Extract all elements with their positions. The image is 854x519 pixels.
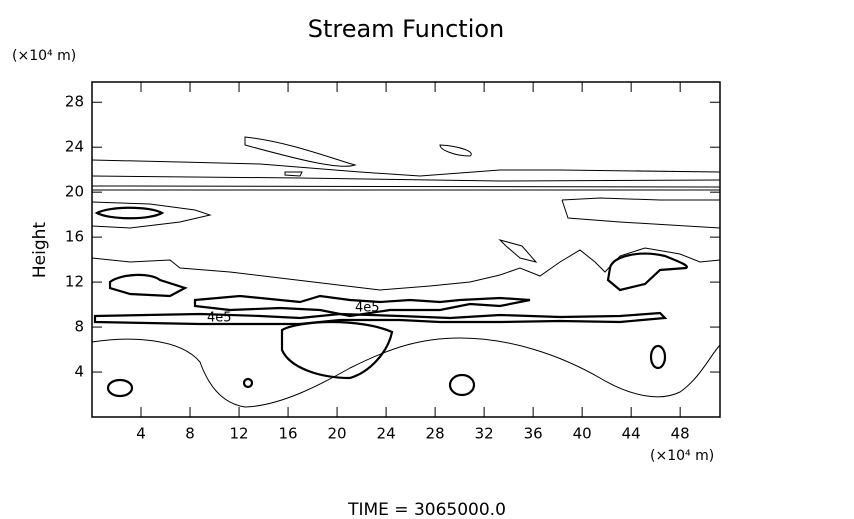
contour-line [91,247,721,291]
contour-line [93,311,668,326]
contour-line [244,136,538,263]
x-tick-label: 24 [377,425,396,443]
x-tick-label: 32 [475,425,494,443]
y-tick-label: 4 [74,363,84,381]
contour-line [106,344,667,398]
contour-line [91,159,721,191]
y-tick-label: 16 [65,228,84,246]
x-tick-label: 28 [426,425,445,443]
y-unit: (×10⁴ m) [12,48,76,64]
x-tick-label: 44 [622,425,641,443]
y-tick-label: 20 [65,183,84,201]
contour-line [561,197,721,229]
contour-line [91,201,212,229]
x-tick-label: 4 [136,425,146,443]
x-tick-label: 20 [328,425,347,443]
plot-frame [91,81,721,418]
contour-label: 4e5 [207,311,232,326]
contour-line [108,273,531,318]
contour-line [280,320,394,380]
x-tick-label: 48 [671,425,690,443]
x-tick-label: 12 [229,425,248,443]
contour-line [91,337,721,408]
x-tick-label: 16 [279,425,298,443]
y-tick-label: 12 [65,273,84,291]
contour-label: 4e5 [355,301,380,316]
y-tick-label: 8 [74,318,84,336]
x-tick-label: 40 [573,425,592,443]
contours [91,136,721,408]
chart-title: Stream Function [308,15,505,43]
y-tick-label: 28 [65,93,84,111]
y-tick-label: 24 [65,138,84,156]
footer: TIME = 3065000.0 [347,500,506,519]
contour-line [94,206,165,220]
x-tick-label: 36 [524,425,543,443]
x-unit: (×10⁴ m) [650,448,714,464]
x-tick-label: 8 [185,425,195,443]
y-axis-label: Height [30,222,50,279]
contour-line [606,252,688,292]
